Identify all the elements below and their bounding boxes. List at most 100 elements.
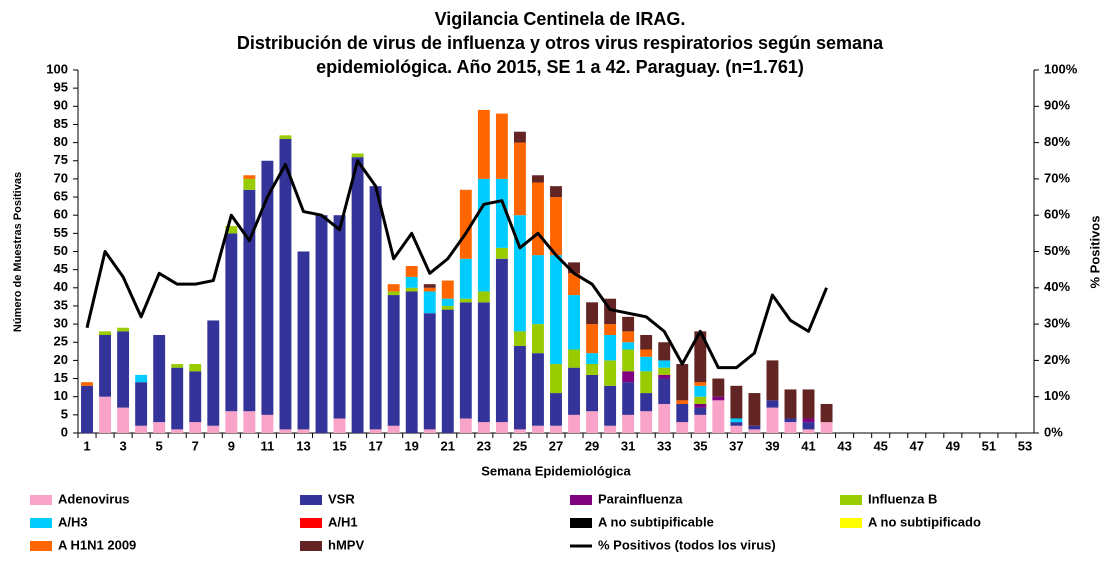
bar-segment <box>748 429 761 433</box>
legend-swatch <box>30 495 52 505</box>
y-tick-label: 35 <box>54 297 68 312</box>
bar-segment <box>550 186 562 198</box>
bar-segment <box>423 291 436 314</box>
bar-segment <box>477 302 490 423</box>
bar-segment <box>586 374 599 412</box>
bar-segment <box>405 291 418 433</box>
bar-segment <box>261 414 274 433</box>
bar-segment <box>351 157 364 433</box>
legend-swatch <box>300 518 322 528</box>
bar-segment <box>550 393 562 426</box>
legend-label: Adenovirus <box>58 491 130 506</box>
bar-segment <box>99 331 112 335</box>
bar-segment <box>225 226 238 234</box>
chart-title: Distribución de virus de influenza y otr… <box>237 33 884 53</box>
y-tick-label: 75 <box>54 152 68 167</box>
bar-segment <box>81 382 93 386</box>
x-tick-label: 45 <box>873 438 887 453</box>
legend-swatch <box>840 518 862 528</box>
y-tick-label: 5 <box>61 406 68 421</box>
bar-segment <box>730 385 743 419</box>
y-tick-label: 25 <box>54 334 68 349</box>
bar-segment <box>207 320 220 426</box>
bar-segment <box>694 396 707 404</box>
bar-segment <box>243 178 256 190</box>
bar-segment <box>532 324 544 354</box>
y2-tick-label: 90% <box>1044 98 1070 113</box>
bar-segment <box>189 364 202 372</box>
bar-segment <box>676 403 689 423</box>
bar-segment <box>279 429 292 433</box>
bar-segment <box>802 389 815 419</box>
bar-segment <box>387 295 400 426</box>
bar-segment <box>748 393 761 426</box>
bar-segment <box>604 334 617 361</box>
bar-segment <box>658 360 671 368</box>
bar-segment <box>712 396 725 401</box>
bar-segment <box>640 371 653 394</box>
y-tick-label: 60 <box>54 207 68 222</box>
y-tick-label: 20 <box>54 352 68 367</box>
y-tick-label: 90 <box>54 98 68 113</box>
y-tick-label: 100 <box>46 61 68 76</box>
bar-segment <box>495 258 508 423</box>
bar-segment <box>568 414 580 433</box>
bar-segment <box>315 215 328 433</box>
bar-segment <box>676 364 689 401</box>
bar-segment <box>333 418 346 433</box>
bar-segment <box>622 371 635 383</box>
bar-segment <box>477 178 490 292</box>
x-tick-label: 11 <box>261 438 275 453</box>
bar-segment <box>532 182 544 256</box>
chart-title: epidemiológica. Año 2015, SE 1 a 42. Par… <box>316 57 804 77</box>
bar-segment <box>712 400 725 433</box>
bar-segment <box>784 418 797 423</box>
bar-segment <box>459 189 472 259</box>
bar-segment <box>676 400 689 404</box>
bar-segment <box>586 302 599 325</box>
bar-segment <box>748 425 761 430</box>
bar-segment <box>622 414 635 433</box>
y2-tick-label: 40% <box>1044 279 1070 294</box>
y-tick-label: 55 <box>54 225 68 240</box>
x-tick-label: 9 <box>228 438 235 453</box>
bar-segment <box>297 251 310 430</box>
x-tick-label: 23 <box>477 438 491 453</box>
x-tick-label: 39 <box>765 438 779 453</box>
legend-swatch <box>300 495 322 505</box>
bar-segment <box>640 356 653 372</box>
bar-segment <box>568 349 580 368</box>
bar-segment <box>189 422 202 433</box>
bar-segment <box>99 396 112 433</box>
bar-segment <box>568 367 580 415</box>
x-tick-label: 21 <box>441 438 455 453</box>
bar-segment <box>784 389 797 419</box>
legend-label: A H1N1 2009 <box>58 537 136 552</box>
bar-segment <box>117 327 130 332</box>
x-tick-label: 25 <box>513 438 527 453</box>
legend-label: % Positivos (todos los virus) <box>598 537 776 552</box>
bar-segment <box>135 425 148 433</box>
legend-label: A/H3 <box>58 514 88 529</box>
chart-title: Vigilancia Centinela de IRAG. <box>435 9 686 29</box>
x-tick-label: 33 <box>657 438 671 453</box>
bar-segment <box>604 324 617 335</box>
bar-segment <box>766 407 779 433</box>
bar-segment <box>243 175 256 179</box>
y-tick-label: 85 <box>54 116 68 131</box>
bar-segment <box>568 262 580 274</box>
x-tick-label: 29 <box>585 438 599 453</box>
y-tick-label: 45 <box>54 261 68 276</box>
y-tick-label: 40 <box>54 279 68 294</box>
bar-segment <box>243 189 256 412</box>
bar-segment <box>189 371 202 423</box>
bar-segment <box>532 255 544 325</box>
legend-label: hMPV <box>328 537 364 552</box>
x-tick-label: 27 <box>549 438 563 453</box>
legend-swatch <box>300 541 322 551</box>
bar-segment <box>423 313 436 430</box>
bar-segment <box>820 403 833 423</box>
bar-segment <box>802 422 815 430</box>
bar-segment <box>423 429 436 433</box>
bar-segment <box>171 364 184 368</box>
